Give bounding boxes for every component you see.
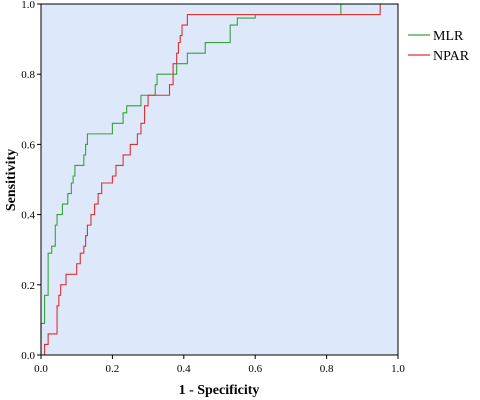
y-tick-label: 0.8 <box>21 69 35 81</box>
x-tick-label: 0.6 <box>248 363 262 375</box>
legend: MLR NPAR <box>408 29 470 64</box>
x-tick-label: 1.0 <box>391 363 405 375</box>
y-tick-label: 0.0 <box>21 350 35 362</box>
y-tick-label: 1.0 <box>21 0 35 11</box>
series-layer <box>40 3 398 356</box>
x-tick-label: 0.0 <box>34 363 48 375</box>
y-tick-label: 0.2 <box>21 280 35 292</box>
x-axis-ticks: 0.0 0.2 0.4 0.6 0.8 1.0 <box>34 355 405 375</box>
y-axis-title: Sensitivity <box>4 149 19 211</box>
x-tick-label: 0.2 <box>106 363 120 375</box>
legend-label-npar: NPAR <box>433 49 470 64</box>
x-axis-title: 1 - Specificity <box>179 383 260 398</box>
plot-frame <box>40 3 399 356</box>
legend-label-mlr: MLR <box>433 29 464 44</box>
x-tick-label: 0.8 <box>320 363 334 375</box>
y-tick-label: 0.6 <box>21 139 35 151</box>
y-tick-label: 0.4 <box>21 210 35 222</box>
x-tick-label: 0.4 <box>177 363 191 375</box>
series-line-mlr <box>40 3 398 355</box>
series-line-npar <box>41 3 398 356</box>
y-axis-ticks: 0.0 0.2 0.4 0.6 0.8 1.0 <box>21 0 41 362</box>
plot-background <box>41 4 398 355</box>
